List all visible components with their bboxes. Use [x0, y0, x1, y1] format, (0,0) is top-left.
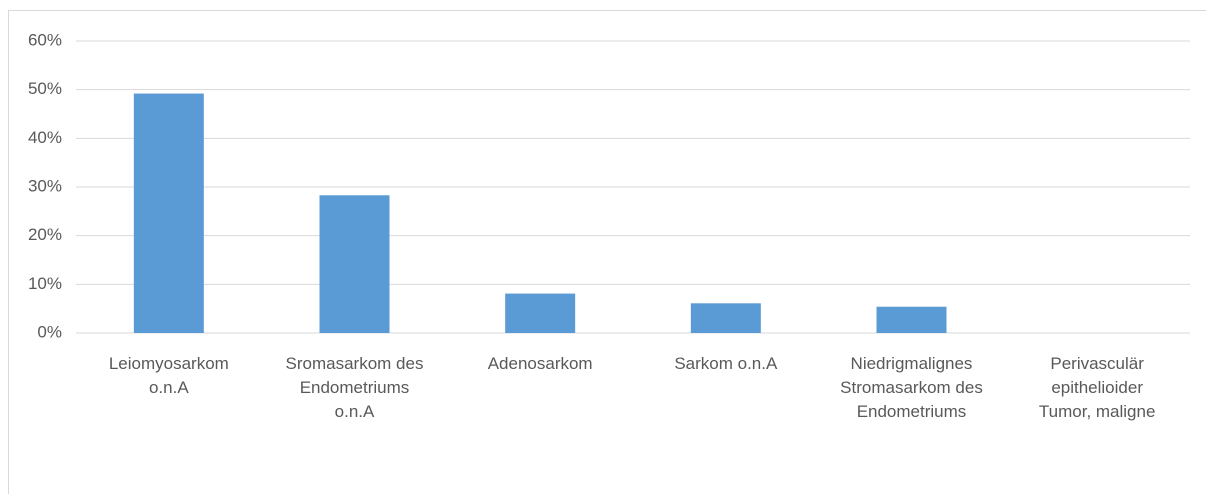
bar [876, 306, 947, 333]
x-tick-label: Adenosarkom [487, 354, 593, 373]
y-tick-label: 60% [28, 30, 62, 49]
y-tick-label: 50% [28, 79, 62, 98]
y-tick-label: 30% [28, 176, 62, 195]
x-tick-label: Sarkom o.n.A [674, 354, 778, 373]
x-tick-label: Sromasarkom des Endometriums o.n.A [285, 354, 424, 421]
chart-frame [8, 10, 1206, 494]
bar [319, 195, 390, 333]
y-tick-label: 40% [28, 128, 62, 147]
bar [505, 293, 576, 333]
bar [133, 93, 204, 333]
y-tick-label: 10% [28, 274, 62, 293]
bar [690, 303, 761, 333]
y-tick-label: 0% [37, 322, 62, 341]
x-tick-label: Perivasculär epithelioider Tumor, malign… [1038, 354, 1156, 421]
y-tick-label: 20% [28, 225, 62, 244]
x-tick-label: Leiomyosarkom o.n.A [108, 354, 229, 397]
x-tick-label: Niedrigmalignes Stromasarkom des Endomet… [840, 354, 983, 421]
